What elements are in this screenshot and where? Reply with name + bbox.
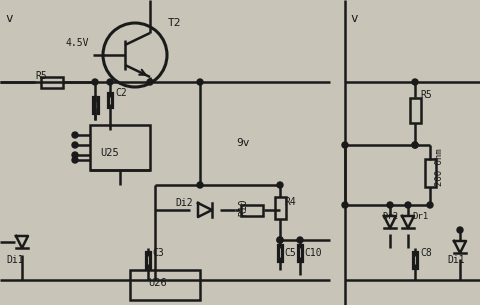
- Text: C10: C10: [304, 248, 322, 258]
- Circle shape: [107, 79, 113, 85]
- Text: C5: C5: [284, 248, 296, 258]
- Circle shape: [342, 142, 348, 148]
- Circle shape: [197, 79, 203, 85]
- Bar: [424, 159, 435, 187]
- Text: Di1: Di1: [447, 255, 465, 265]
- FancyBboxPatch shape: [90, 125, 150, 170]
- Circle shape: [342, 202, 348, 208]
- Circle shape: [277, 182, 283, 188]
- Circle shape: [72, 132, 78, 138]
- Text: Di1: Di1: [6, 255, 24, 265]
- Text: 4.5V: 4.5V: [65, 38, 88, 48]
- Circle shape: [92, 79, 98, 85]
- Bar: [41, 77, 63, 88]
- Text: R5: R5: [420, 90, 432, 100]
- Circle shape: [197, 182, 203, 188]
- Circle shape: [72, 157, 78, 163]
- Text: R5: R5: [35, 71, 47, 81]
- Text: U25: U25: [100, 148, 119, 158]
- Bar: [409, 98, 420, 123]
- Text: Dr1: Dr1: [412, 212, 428, 221]
- Circle shape: [412, 142, 418, 148]
- FancyBboxPatch shape: [130, 270, 200, 300]
- Circle shape: [297, 237, 303, 243]
- Circle shape: [72, 152, 78, 158]
- Text: T2: T2: [168, 18, 181, 28]
- Circle shape: [277, 237, 283, 243]
- Text: v: v: [5, 12, 12, 25]
- Text: C8: C8: [420, 248, 432, 258]
- Text: R10: R10: [238, 198, 248, 216]
- Circle shape: [412, 79, 418, 85]
- Circle shape: [72, 142, 78, 148]
- Text: R4: R4: [284, 197, 296, 207]
- Text: 9v: 9v: [236, 138, 250, 148]
- Circle shape: [387, 202, 393, 208]
- Bar: [275, 197, 286, 219]
- Bar: [241, 204, 263, 216]
- Circle shape: [277, 237, 283, 243]
- Text: 200 Ohm: 200 Ohm: [435, 148, 444, 186]
- Circle shape: [412, 142, 418, 148]
- Circle shape: [427, 202, 433, 208]
- Circle shape: [457, 227, 463, 233]
- Text: Di2: Di2: [175, 198, 192, 208]
- Text: v: v: [350, 12, 358, 25]
- Circle shape: [147, 79, 153, 85]
- Text: C3: C3: [152, 248, 164, 258]
- Text: Dr2: Dr2: [382, 212, 398, 221]
- Text: C2: C2: [115, 88, 127, 98]
- Text: U26: U26: [148, 278, 167, 288]
- Circle shape: [405, 202, 411, 208]
